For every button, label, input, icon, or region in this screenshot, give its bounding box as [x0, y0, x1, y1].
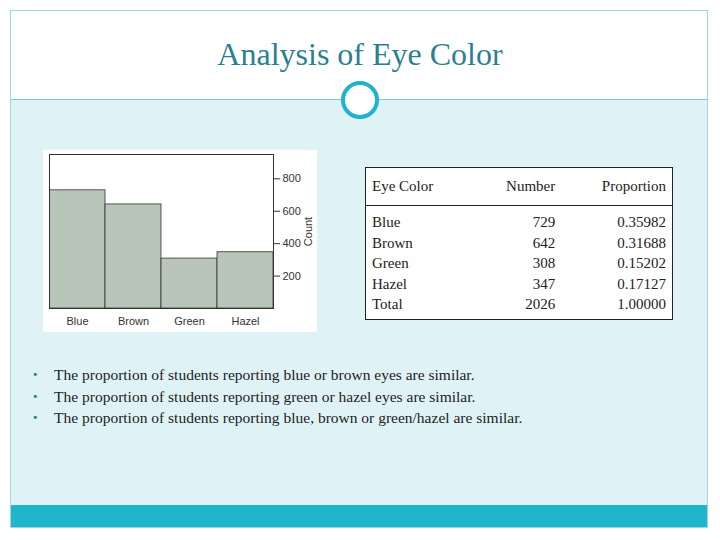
- html-text:0.35982: 0.35982: [617, 214, 666, 230]
- html-text:0.31688: 0.31688: [617, 234, 666, 251]
- html-text:2026: 2026: [525, 296, 556, 312]
- svg-text:Brown: Brown: [118, 315, 149, 327]
- svg-text:Blue: Blue: [66, 315, 88, 327]
- html-text:The proportion of students rep: The proportion of students reporting blu…: [54, 409, 523, 426]
- html-text:Brown: Brown: [372, 234, 413, 251]
- html-text:Total: Total: [372, 296, 403, 312]
- html-text:Blue: Blue: [372, 214, 401, 230]
- html-text:0.17127: 0.17127: [617, 275, 666, 292]
- svg-text:600: 600: [283, 205, 301, 217]
- html-text:The proportion of students rep: The proportion of students reporting blu…: [54, 366, 475, 383]
- html-text:Green: Green: [372, 255, 409, 271]
- html-text:The proportion of students rep: The proportion of students reporting gre…: [54, 387, 476, 405]
- html-text:Hazel: Hazel: [372, 275, 407, 292]
- svg-text:800: 800: [283, 172, 301, 184]
- html-text:1.00000: 1.00000: [617, 296, 666, 312]
- svg-text:Green: Green: [174, 315, 205, 327]
- html-text:Analysis of Eye Color: Analysis of Eye Color: [217, 36, 503, 72]
- html-text:347: 347: [532, 275, 556, 292]
- svg-text:Hazel: Hazel: [231, 315, 259, 327]
- html-text:729: 729: [532, 214, 556, 230]
- html-text:Number: Number: [506, 178, 556, 194]
- html-text:Eye Color: Eye Color: [372, 178, 434, 194]
- html-text:308: 308: [532, 255, 556, 271]
- svg-text:Count: Count: [302, 217, 314, 246]
- html-text:0.15202: 0.15202: [617, 255, 666, 271]
- html-text:642: 642: [532, 234, 556, 251]
- svg-text:200: 200: [283, 270, 301, 282]
- html-text:Proportion: Proportion: [601, 178, 666, 194]
- svg-text:400: 400: [283, 237, 301, 249]
